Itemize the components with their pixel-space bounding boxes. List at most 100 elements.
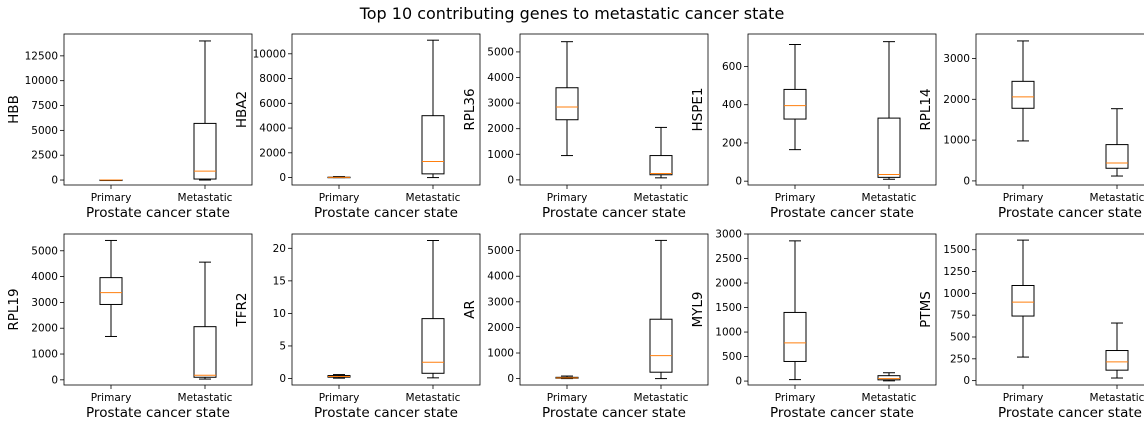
x-axis-label: Prostate cancer state <box>770 405 914 421</box>
iqr-box <box>783 311 807 362</box>
y-tick-label: 0 <box>507 174 514 186</box>
x-tick-label: Metastatic <box>178 192 233 204</box>
axes-frame <box>63 233 253 386</box>
y-axis-label: RPL36 <box>462 88 478 130</box>
y-tick-label: 1000 <box>487 149 514 161</box>
box-primary <box>327 176 351 179</box>
iqr-box <box>193 122 217 180</box>
y-tick-label: 3000 <box>487 98 514 110</box>
x-axis-label: Prostate cancer state <box>998 205 1142 221</box>
y-tick-label: 400 <box>722 99 742 111</box>
box-metastatic <box>877 372 901 382</box>
iqr-box <box>649 155 673 176</box>
x-tick-label: Primary <box>91 392 132 404</box>
chart-panel-hba2: 0 2000 4000 6000 8000 10000 Primary MetastaticP… <box>234 33 481 221</box>
box-metastatic <box>193 40 217 181</box>
iqr-box <box>421 318 445 374</box>
y-tick-label: 20 <box>273 243 286 255</box>
y-tick-label: 0 <box>51 374 58 386</box>
axes-frame <box>747 33 937 186</box>
x-tick-label: Metastatic <box>862 392 917 404</box>
y-tick-label: 0 <box>963 175 970 187</box>
y-tick-label: 1500 <box>715 302 742 314</box>
iqr-box <box>783 88 807 120</box>
x-tick-label: Primary <box>547 392 588 404</box>
y-tick-label: 0 <box>735 176 742 188</box>
y-tick-label: 2000 <box>715 278 742 290</box>
y-tick-label: 4000 <box>487 271 514 283</box>
x-tick-label: Primary <box>547 192 588 204</box>
x-axis-label: Prostate cancer state <box>86 205 230 221</box>
box-primary <box>555 41 579 157</box>
y-tick-label: 5 <box>279 340 286 352</box>
y-tick-label: 200 <box>722 137 742 149</box>
figure-title: Top 10 contributing genes to metastatic … <box>359 4 785 23</box>
y-tick-label: 1000 <box>943 135 970 147</box>
y-tick-label: 4000 <box>31 271 58 283</box>
y-axis-label: RPL14 <box>918 88 934 130</box>
box-metastatic <box>421 39 445 179</box>
x-tick-label: Primary <box>1003 192 1044 204</box>
y-tick-label: 6000 <box>259 98 286 110</box>
iqr-box <box>193 326 217 378</box>
box-primary <box>783 44 807 151</box>
y-tick-label: 0 <box>507 373 514 385</box>
x-axis-label: Prostate cancer state <box>314 205 458 221</box>
y-tick-label: 2000 <box>487 322 514 334</box>
y-tick-label: 250 <box>950 353 970 365</box>
axes-frame <box>519 33 709 186</box>
y-tick-label: 0 <box>279 373 286 385</box>
y-tick-label: 10 <box>273 308 286 320</box>
y-axis-label: HSPE1 <box>690 88 706 132</box>
x-tick-label: Primary <box>319 192 360 204</box>
x-tick-label: Primary <box>91 192 132 204</box>
axes-frame <box>519 233 709 386</box>
y-tick-label: 1000 <box>487 348 514 360</box>
x-tick-label: Primary <box>775 392 816 404</box>
x-axis-label: Prostate cancer state <box>770 205 914 221</box>
x-tick-label: Metastatic <box>1090 392 1144 404</box>
iqr-box <box>877 375 901 381</box>
y-axis-label: PTMS <box>918 291 934 328</box>
y-tick-label: 2000 <box>31 323 58 335</box>
axes-frame <box>291 233 481 386</box>
y-tick-label: 3000 <box>31 297 58 309</box>
y-tick-label: 0 <box>735 376 742 388</box>
y-tick-label: 1000 <box>715 327 742 339</box>
y-tick-label: 1000 <box>31 349 58 361</box>
y-tick-label: 750 <box>950 310 970 322</box>
iqr-box <box>421 115 445 175</box>
x-axis-label: Prostate cancer state <box>542 405 686 421</box>
x-tick-label: Metastatic <box>1090 192 1144 204</box>
box-primary <box>99 239 123 337</box>
y-axis-label: HBB <box>6 95 22 124</box>
y-tick-label: 3000 <box>715 229 742 241</box>
y-tick-label: 7500 <box>31 100 58 112</box>
x-axis-label: Prostate cancer state <box>542 205 686 221</box>
y-tick-label: 2000 <box>259 147 286 159</box>
box-primary <box>1011 239 1035 358</box>
axes-frame <box>747 233 937 386</box>
iqr-box <box>99 277 123 305</box>
axes-frame <box>975 33 1144 186</box>
iqr-box <box>1011 284 1035 317</box>
y-tick-label: 0 <box>51 175 58 187</box>
y-tick-label: 4000 <box>259 123 286 135</box>
y-tick-label: 0 <box>279 172 286 184</box>
y-tick-label: 1000 <box>943 288 970 300</box>
y-axis-label: RPL19 <box>6 288 22 330</box>
chart-panel-rpl36: 0 1000 2000 3000 4000 5000 Primary MetastaticPr… <box>462 33 709 221</box>
y-tick-label: 8000 <box>259 73 286 85</box>
box-primary <box>1011 40 1035 142</box>
x-axis-label: Prostate cancer state <box>86 405 230 421</box>
x-tick-label: Metastatic <box>406 392 461 404</box>
y-axis-label: TFR2 <box>234 293 250 328</box>
x-axis-label: Prostate cancer state <box>998 405 1142 421</box>
box-primary <box>99 179 123 182</box>
y-tick-label: 10000 <box>25 75 58 87</box>
iqr-box <box>1105 144 1129 169</box>
